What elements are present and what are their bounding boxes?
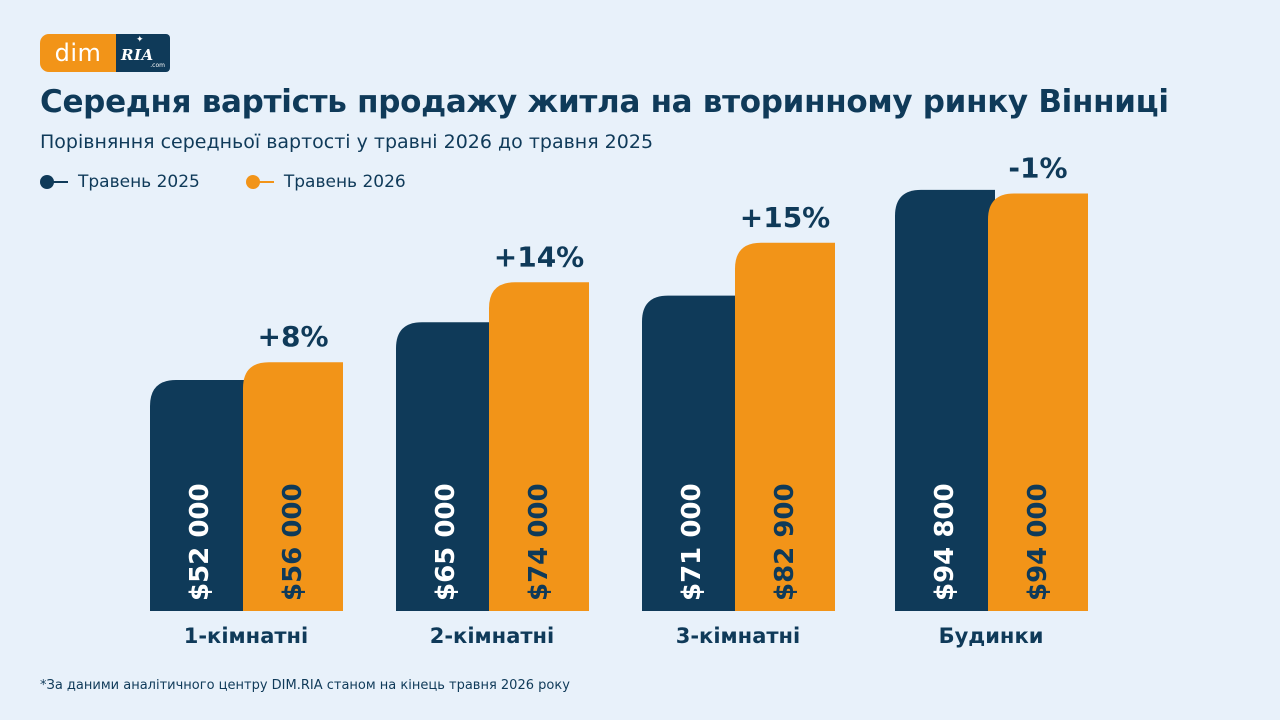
- bar-2025-3: [642, 295, 742, 611]
- logo-ria: ✦ RIA .com: [116, 34, 170, 72]
- bar-value-label: $94 000: [1023, 483, 1053, 601]
- bar-2025-2: [396, 322, 496, 611]
- legend-marker-icon: [40, 174, 70, 190]
- bar-value-label: $71 000: [677, 483, 707, 601]
- change-label: +14%: [494, 240, 584, 273]
- change-label: -1%: [1008, 151, 1067, 184]
- logo-ria-text: RIA: [121, 46, 154, 64]
- bar-2025-4: [895, 189, 995, 611]
- bar-2026-4: [988, 193, 1088, 611]
- bar-2026-3: [735, 242, 835, 612]
- bar-value-label: $94 800: [930, 483, 960, 601]
- bar-value-label: $74 000: [524, 483, 554, 601]
- chart-subtitle: Порівняння середньої вартості у травні 2…: [40, 131, 654, 153]
- change-label: +8%: [258, 320, 329, 353]
- bar-value-label: $52 000: [185, 483, 215, 601]
- legend-marker-icon: [245, 174, 276, 190]
- legend-item-2026: Травень 2026: [245, 172, 406, 192]
- star-icon: ✦: [136, 35, 144, 45]
- chart-title: Середня вартість продажу житла на вторин…: [40, 84, 1169, 120]
- footnote: *За даними аналітичного центру DIM.RIA с…: [40, 678, 570, 693]
- category-label: Будинки: [939, 624, 1044, 648]
- bar-value-label: $56 000: [278, 483, 308, 601]
- legend-label: Травень 2025: [78, 172, 200, 192]
- bar-2026-2: [489, 282, 589, 611]
- legend: Травень 2025 Травень 2026: [40, 172, 452, 192]
- logo: dim ✦ RIA .com: [40, 34, 170, 72]
- bar-value-label: $82 900: [770, 483, 800, 601]
- logo-ria-com: .com: [150, 62, 165, 69]
- legend-item-2025: Травень 2025: [40, 172, 200, 192]
- change-label: +15%: [740, 201, 830, 234]
- category-label: 3-кімнатні: [676, 624, 801, 648]
- bar-value-label: $65 000: [431, 483, 461, 601]
- bar-2025-1: [150, 380, 250, 611]
- category-label: 2-кімнатні: [430, 624, 555, 648]
- bar-2026-1: [243, 362, 343, 611]
- category-label: 1-кімнатні: [184, 624, 309, 648]
- legend-label: Травень 2026: [283, 172, 406, 192]
- logo-dim: dim: [40, 34, 116, 72]
